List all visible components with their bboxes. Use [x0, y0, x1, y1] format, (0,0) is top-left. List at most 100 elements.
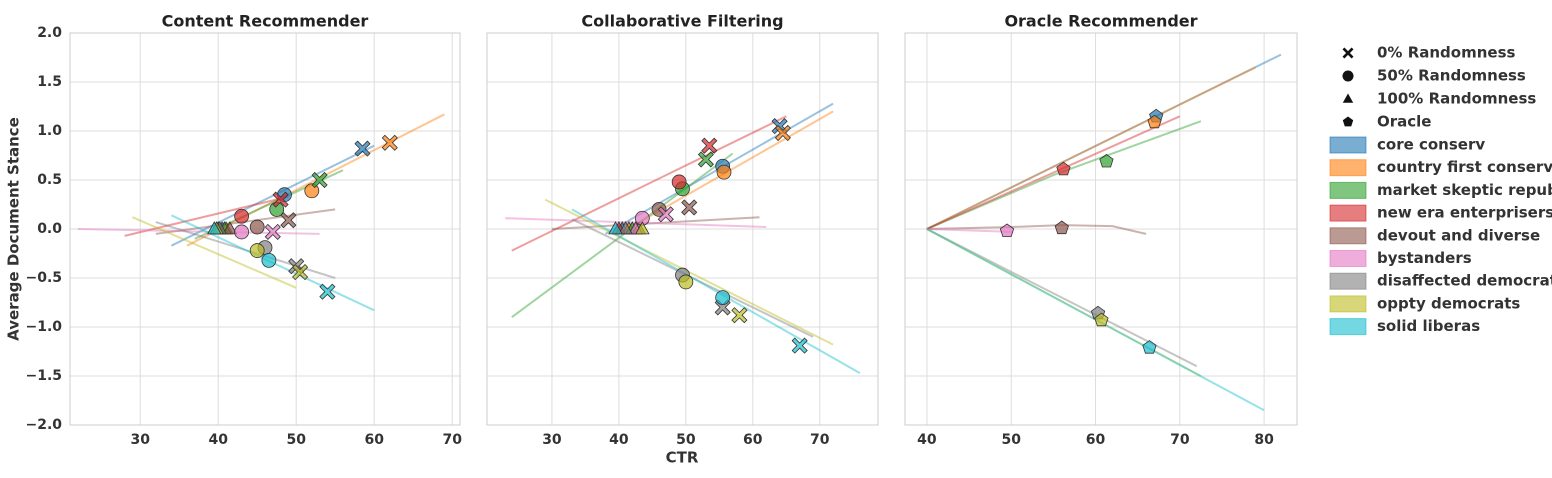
- point: [249, 243, 265, 258]
- point: [671, 174, 687, 190]
- legend-swatch: [1329, 295, 1367, 313]
- point: [681, 199, 698, 216]
- point: [234, 208, 250, 224]
- plot-frame: [69, 32, 461, 426]
- legend-label: solid liberas: [1377, 317, 1480, 335]
- x-tick-label: 40: [609, 432, 629, 448]
- y-tick-label: −2.0: [25, 417, 62, 433]
- legend-label: oppty democrats: [1377, 294, 1520, 312]
- trend-line: [511, 115, 787, 252]
- x-tick-label: 40: [208, 432, 228, 448]
- trend-line: [571, 218, 814, 338]
- legend-swatch: [1329, 181, 1367, 199]
- trend-line: [926, 228, 1012, 233]
- points: [608, 118, 808, 354]
- y-tick-label: −1.5: [25, 368, 62, 384]
- point: [261, 252, 277, 268]
- point: [701, 137, 718, 154]
- x-tick-label: 70: [442, 432, 462, 448]
- point: [222, 221, 238, 235]
- trend-line: [551, 216, 760, 230]
- legend-label: 100% Randomness: [1377, 90, 1536, 108]
- legend-label: disaffected democrats: [1377, 272, 1552, 290]
- trend-line: [77, 228, 320, 235]
- trend-line: [132, 216, 297, 289]
- legend-swatch: [1329, 204, 1367, 222]
- legend-label: core conserv: [1377, 136, 1485, 154]
- point: [264, 223, 281, 240]
- point: [715, 290, 731, 306]
- x-tick-label: 70: [1170, 432, 1190, 448]
- x-tick-label: 70: [810, 432, 830, 448]
- legend-swatch: [1329, 227, 1367, 245]
- points: [999, 108, 1164, 354]
- point: [234, 224, 250, 240]
- y-tick-label: 2.0: [37, 25, 62, 41]
- trend-line: [926, 66, 1257, 230]
- legend-swatch: [1329, 250, 1367, 267]
- legend-label: 0% Randomness: [1377, 44, 1515, 62]
- y-tick-label: 0.0: [37, 221, 62, 237]
- legend-marker: [1342, 93, 1354, 103]
- legend-swatch: [1329, 272, 1367, 290]
- points: [207, 134, 398, 300]
- trend-line: [124, 195, 289, 237]
- y-tick-label: 0.5: [37, 172, 62, 188]
- y-tick-label: 1.0: [37, 123, 62, 139]
- point: [1094, 312, 1109, 327]
- point: [731, 307, 748, 324]
- point: [1056, 161, 1071, 176]
- point: [381, 134, 398, 151]
- x-tick-label: 60: [743, 432, 763, 448]
- legend-marker: [1342, 116, 1354, 127]
- y-tick-label: −1.0: [25, 319, 62, 335]
- point: [354, 140, 371, 157]
- trend-line: [511, 152, 734, 319]
- x-tick-label: 30: [130, 432, 150, 448]
- point: [697, 151, 714, 168]
- point: [618, 221, 633, 235]
- plot-frame: [486, 32, 879, 426]
- point: [1054, 220, 1069, 235]
- trend-line: [926, 120, 1202, 230]
- legend-label: devout and diverse: [1377, 226, 1540, 244]
- point: [319, 283, 336, 300]
- trend-line: [926, 115, 1181, 230]
- plot-frame: [904, 32, 1298, 426]
- legend-swatch: [1329, 159, 1367, 177]
- panel-title: Oracle Recommender: [1004, 12, 1197, 31]
- point: [292, 264, 309, 281]
- point: [678, 274, 694, 290]
- x-tick-label: 50: [1001, 432, 1021, 448]
- x-tick-label: 60: [1086, 432, 1106, 448]
- point: [716, 164, 732, 180]
- legend-swatch: [1329, 318, 1367, 336]
- point: [1142, 340, 1157, 354]
- trend-line: [926, 228, 1202, 377]
- legend-label: 50% Randomness: [1377, 67, 1526, 85]
- trend-line: [926, 53, 1282, 230]
- y-axis-label: Average Document Stance: [5, 117, 23, 341]
- x-tick-label: 60: [364, 432, 384, 448]
- x-tick-label: 30: [542, 432, 562, 448]
- legend-label: Oracle: [1377, 113, 1431, 131]
- lines: [926, 53, 1282, 412]
- x-tick-label: 50: [286, 432, 306, 448]
- trend-line: [571, 208, 861, 374]
- legend-label: new era enterprisers: [1377, 204, 1552, 222]
- x-tick-label: 80: [1254, 432, 1274, 448]
- legend-marker: [1342, 70, 1354, 82]
- x-axis-label: CTR: [666, 449, 699, 467]
- point: [999, 223, 1015, 238]
- point: [657, 206, 674, 223]
- x-tick-label: 50: [676, 432, 696, 448]
- legend-swatch: [1329, 136, 1367, 154]
- point: [311, 171, 328, 189]
- point: [1099, 153, 1114, 168]
- point: [1147, 114, 1162, 129]
- legend-label: country first conserv: [1377, 158, 1552, 176]
- legend-marker: [1342, 47, 1354, 59]
- panel-title: Content Recommender: [162, 12, 369, 31]
- x-tick-label: 40: [917, 432, 937, 448]
